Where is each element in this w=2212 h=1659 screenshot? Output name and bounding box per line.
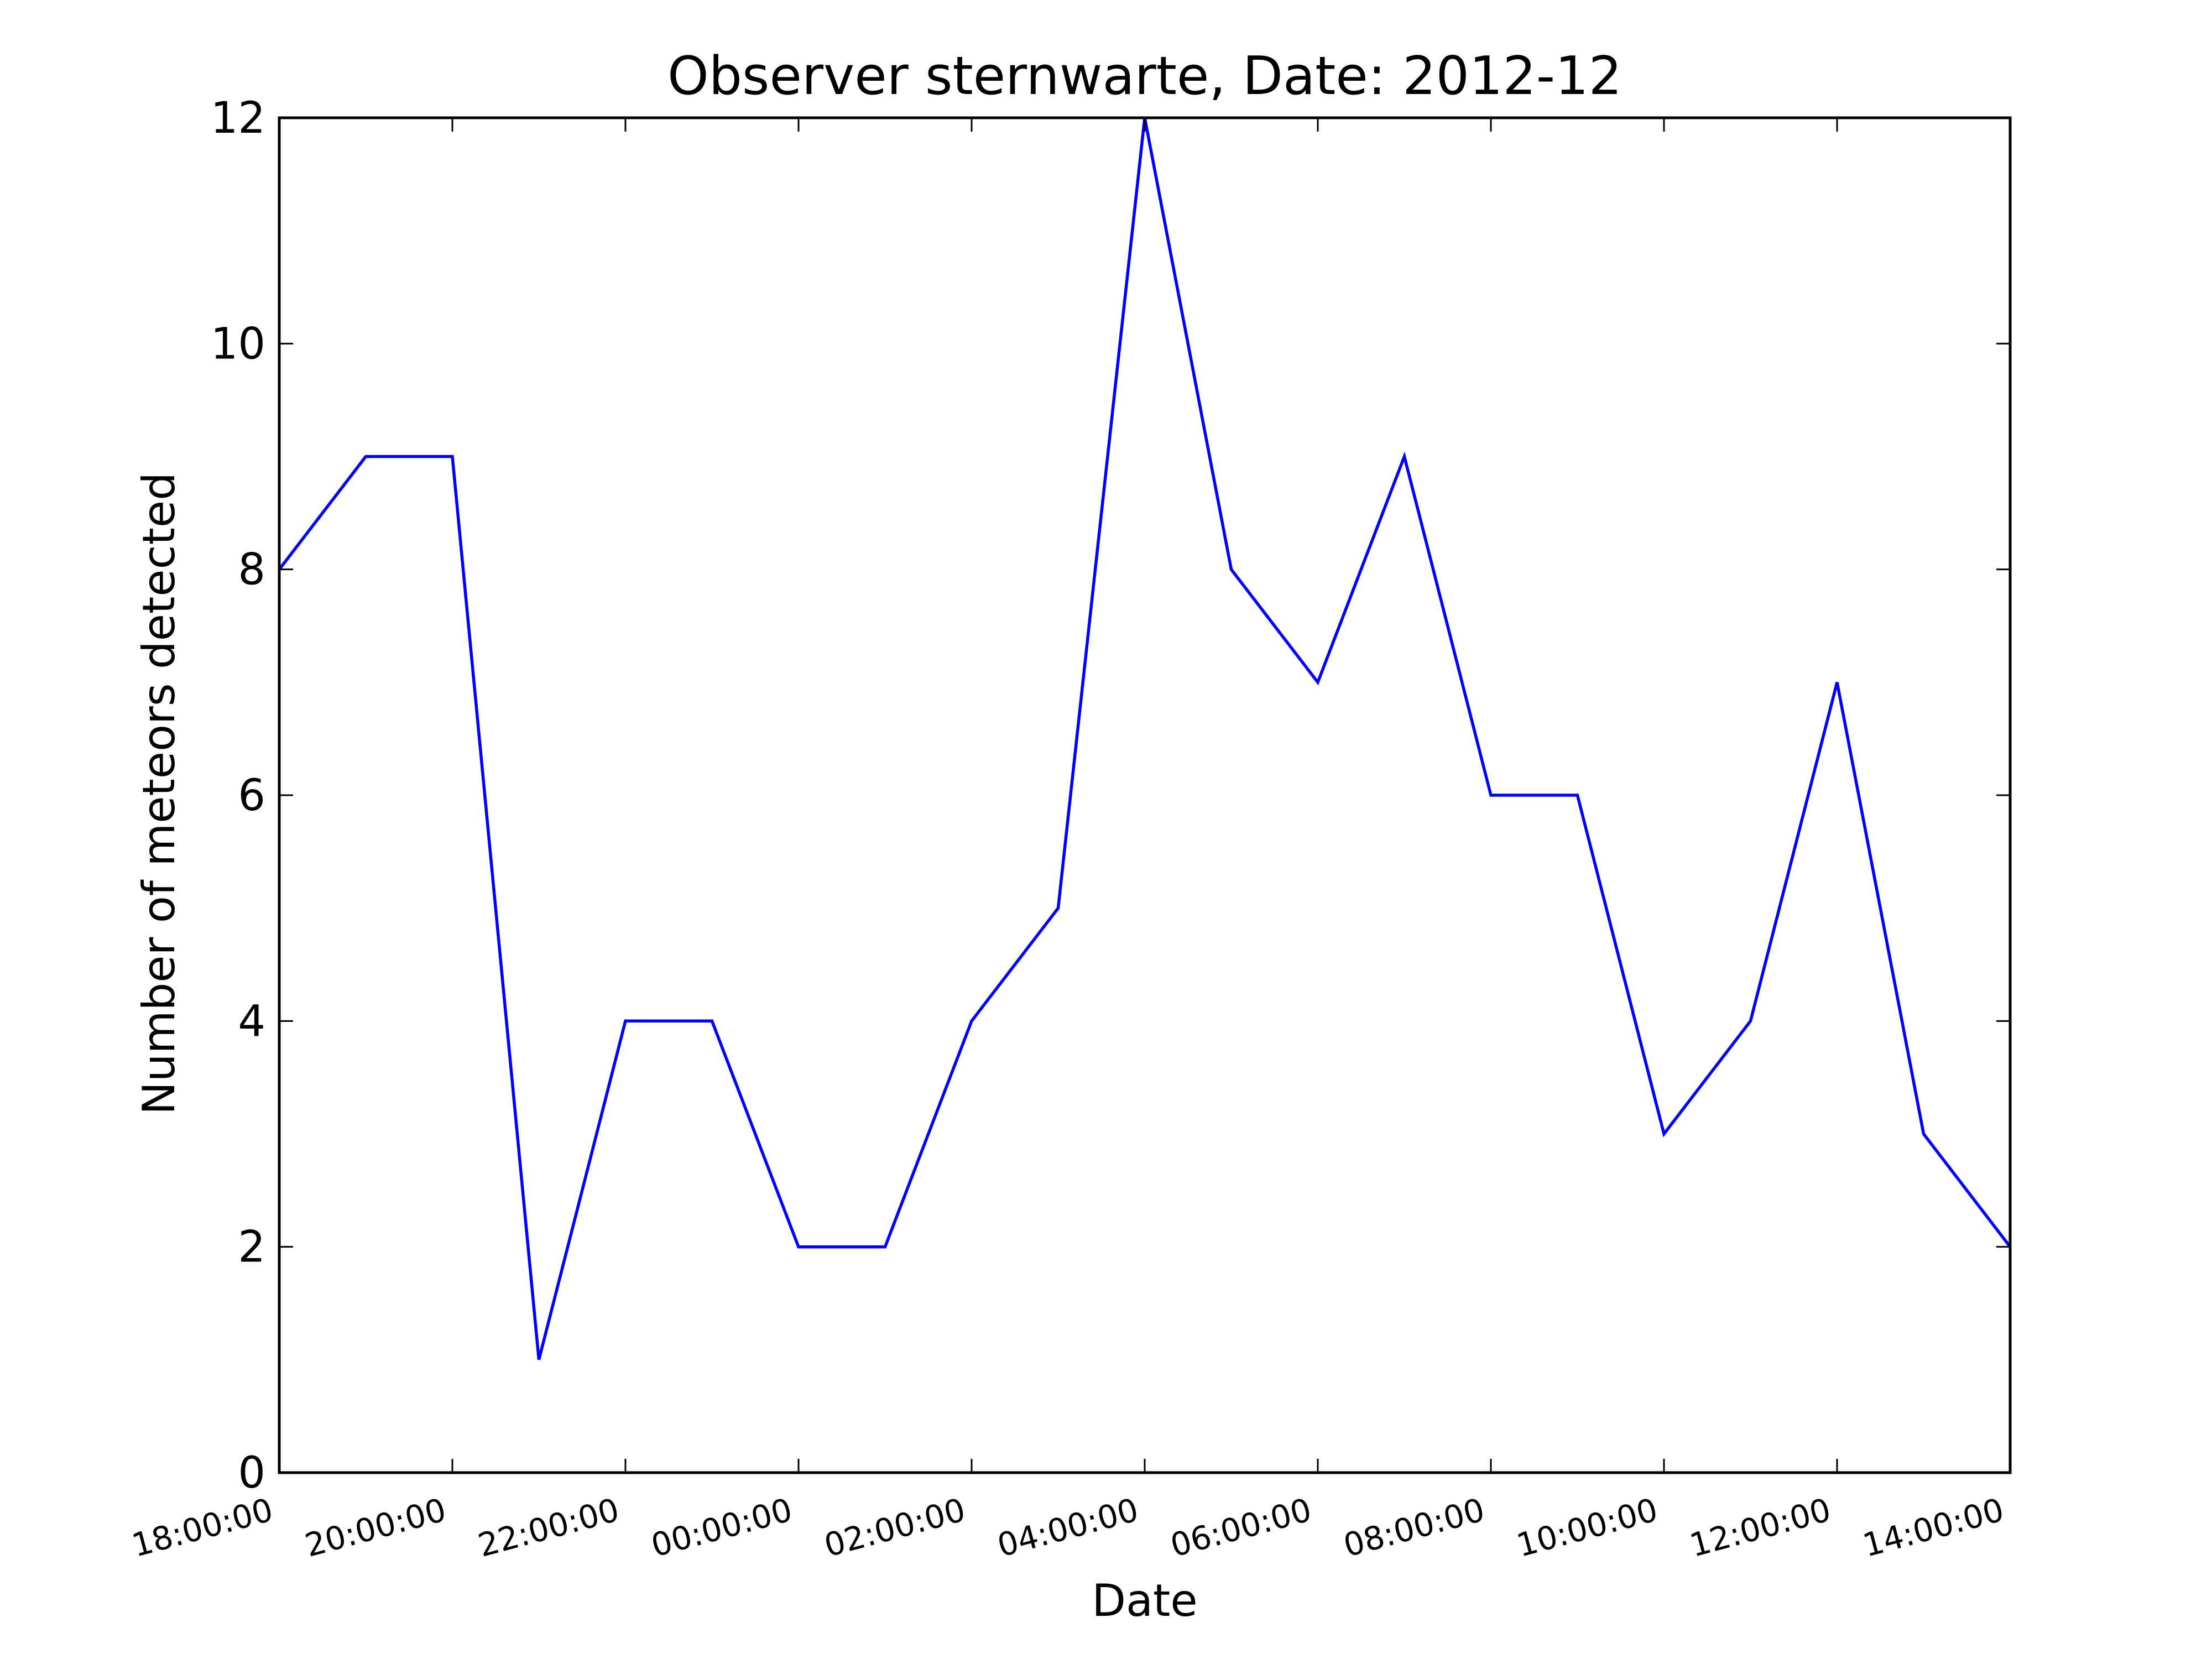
y-tick-label: 0 <box>238 1448 265 1498</box>
y-tick-label: 6 <box>238 771 265 821</box>
chart-title: Observer sternwarte, Date: 2012-12 <box>667 46 1622 107</box>
x-axis-label: Date <box>1092 1575 1197 1626</box>
y-tick-label: 8 <box>238 545 265 595</box>
y-tick-label: 12 <box>211 93 265 143</box>
y-axis-label: Number of meteors detected <box>133 472 185 1115</box>
y-tick-label: 10 <box>211 319 265 369</box>
y-tick-label: 2 <box>238 1223 265 1272</box>
y-tick-label: 4 <box>238 997 265 1046</box>
